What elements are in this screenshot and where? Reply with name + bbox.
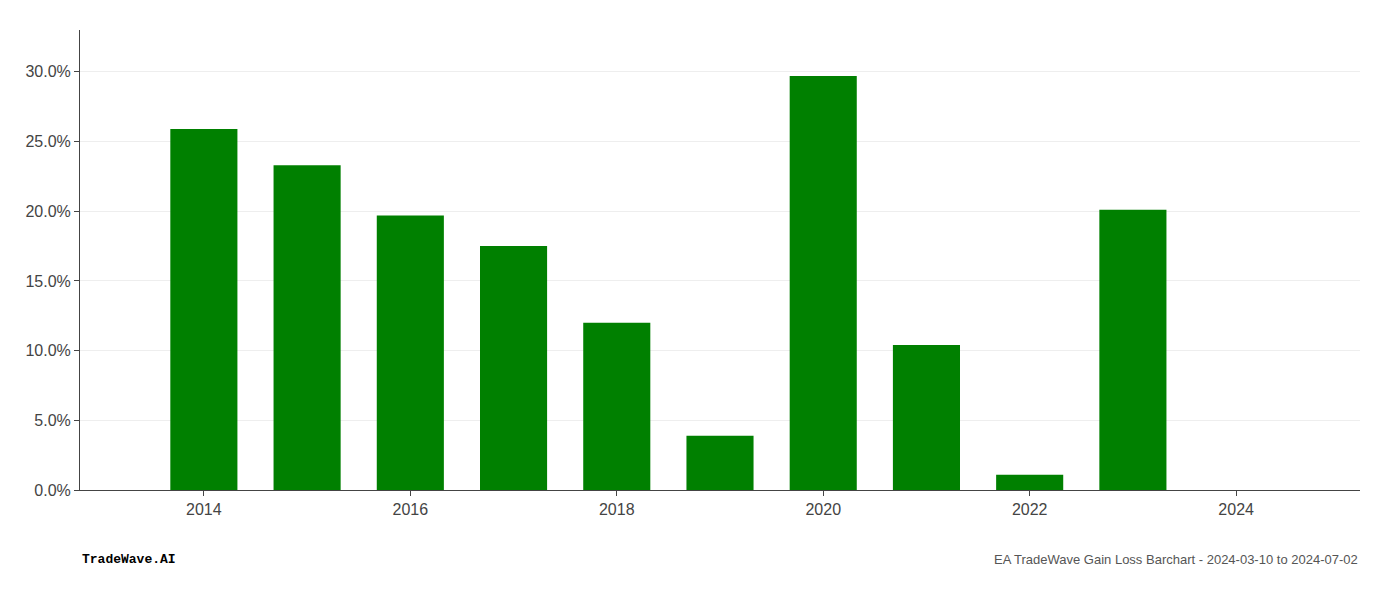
svg-text:2018: 2018: [599, 501, 635, 518]
svg-text:10.0%: 10.0%: [25, 342, 70, 359]
svg-text:2024: 2024: [1218, 501, 1254, 518]
svg-text:2016: 2016: [393, 501, 429, 518]
svg-text:2022: 2022: [1012, 501, 1048, 518]
svg-text:TradeWave.AI: TradeWave.AI: [82, 552, 176, 567]
svg-text:30.0%: 30.0%: [25, 63, 70, 80]
svg-text:2020: 2020: [805, 501, 841, 518]
svg-text:5.0%: 5.0%: [34, 412, 70, 429]
svg-text:2014: 2014: [186, 501, 222, 518]
svg-text:EA TradeWave Gain Loss Barchar: EA TradeWave Gain Loss Barchart - 2024-0…: [994, 552, 1358, 567]
svg-text:25.0%: 25.0%: [25, 133, 70, 150]
svg-text:20.0%: 20.0%: [25, 203, 70, 220]
svg-text:0.0%: 0.0%: [34, 482, 70, 499]
svg-text:15.0%: 15.0%: [25, 273, 70, 290]
